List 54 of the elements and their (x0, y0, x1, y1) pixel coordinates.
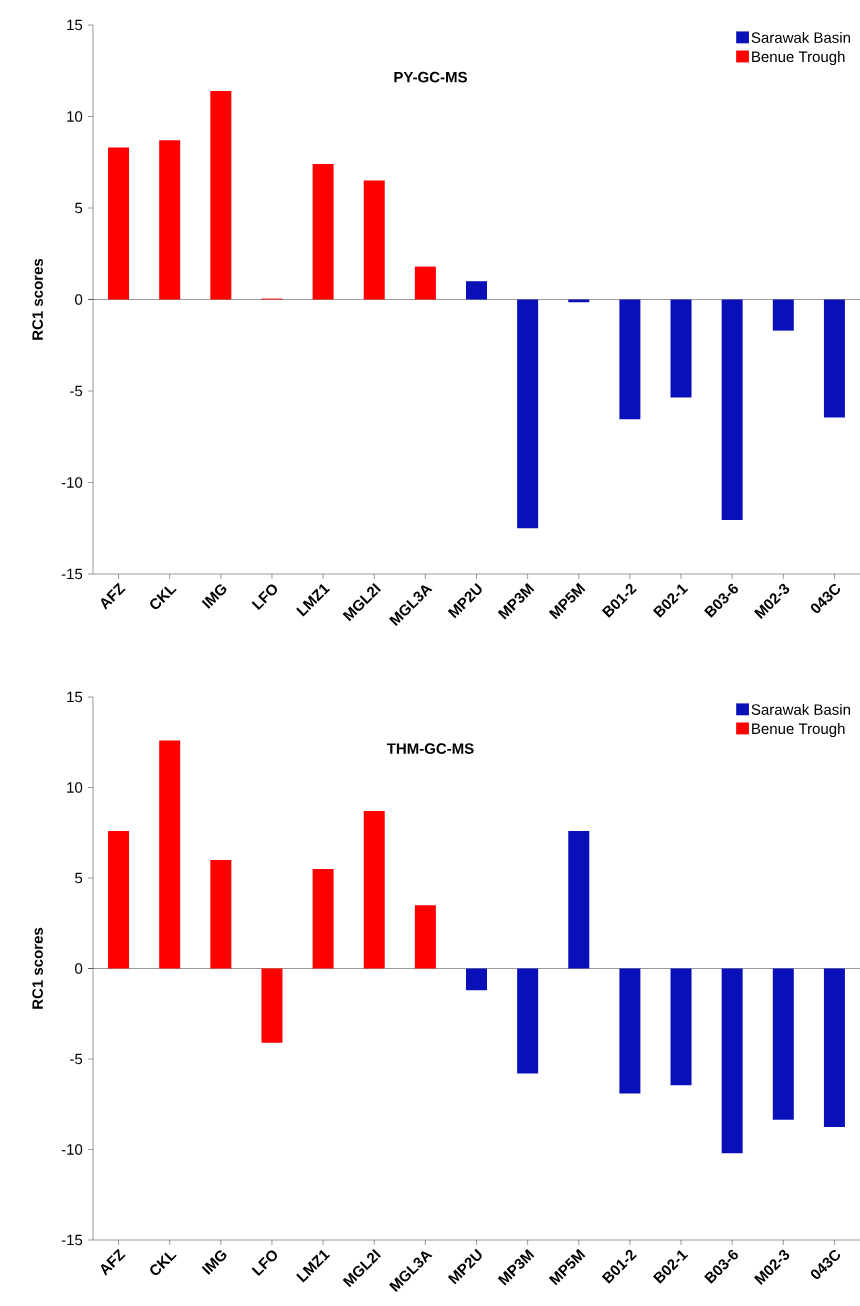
bar (414, 266, 436, 300)
y-tick-label: 15 (67, 691, 83, 703)
bar (363, 180, 385, 300)
x-tick-label: CKL (150, 1252, 177, 1276)
bar (772, 299, 794, 331)
x-tick-label: CKL (150, 586, 177, 610)
bar (517, 968, 539, 1074)
bar (619, 299, 641, 420)
legend-label: Benue Trough (752, 723, 845, 737)
bar (772, 968, 794, 1120)
y-tick-label: -15 (61, 1234, 83, 1246)
bar (670, 299, 692, 398)
bar (107, 830, 129, 969)
y-tick-label: 5 (74, 202, 83, 214)
y-tick-label: -5 (70, 1053, 83, 1065)
bar (159, 140, 181, 300)
text: PY-GC-MS (394, 71, 467, 83)
y-tick-label: -10 (61, 477, 83, 488)
bar (107, 147, 129, 300)
bar (312, 868, 334, 969)
legend-label: Sarawak Basin (751, 703, 850, 715)
y-tick-label: 0 (74, 294, 83, 305)
y-tick-label: 5 (74, 872, 83, 884)
bar (619, 968, 641, 1094)
text: THM-GC-MS (386, 743, 474, 754)
bar (823, 968, 845, 1127)
y-tick-label: 10 (67, 111, 83, 122)
legend-label: Sarawak Basin (751, 31, 850, 43)
bar (414, 905, 436, 969)
bar (261, 968, 283, 1043)
bar (517, 299, 539, 529)
bar (210, 859, 232, 969)
bar (465, 968, 487, 991)
y-axis-title: RC1 scores (32, 927, 43, 1009)
bar (210, 90, 232, 300)
legend-label: Benue Trough (752, 51, 845, 66)
y-tick-label: -5 (70, 385, 83, 397)
y-tick-label: 10 (67, 782, 83, 793)
x-tick-label: IMG (201, 584, 227, 609)
bar (312, 164, 334, 300)
bar (721, 299, 743, 521)
bar (721, 968, 743, 1154)
y-axis-title: RC1 scores (32, 258, 43, 340)
y-tick-label: 0 (74, 963, 83, 974)
y-tick-label: 15 (67, 19, 83, 31)
bar (159, 740, 181, 969)
bar (670, 968, 692, 1086)
y-tick-label: -10 (61, 1144, 83, 1155)
bar (363, 811, 385, 969)
y-tick-label: -15 (61, 568, 83, 580)
bar (568, 830, 590, 969)
bar (823, 299, 845, 418)
x-tick-label: IMG (201, 1250, 227, 1275)
bar (465, 281, 487, 300)
